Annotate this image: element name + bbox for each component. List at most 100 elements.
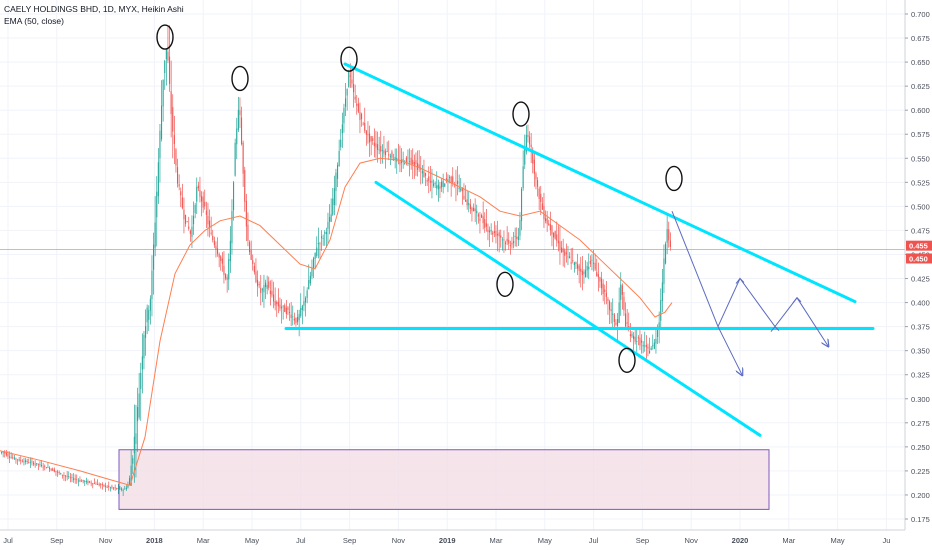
candle-body	[575, 262, 577, 265]
candle-body	[277, 301, 279, 307]
candle-body	[490, 229, 492, 232]
candle-body	[188, 226, 190, 229]
projection-arrowhead	[792, 297, 802, 304]
circles-layer	[156, 24, 683, 373]
candle-body	[324, 232, 326, 234]
candle-body	[485, 223, 487, 227]
candle-body	[68, 476, 70, 477]
candle-body	[597, 274, 599, 278]
x-tick-label: Ju	[882, 536, 890, 545]
candle-body	[92, 483, 94, 485]
candle-body	[508, 239, 510, 244]
candle-body	[293, 318, 295, 321]
candle-body	[434, 183, 436, 184]
y-tick-label: 0.525	[911, 178, 930, 187]
candle-body	[154, 222, 156, 248]
candle-body	[559, 241, 561, 250]
candle-body	[505, 242, 507, 244]
candle-body	[252, 260, 254, 265]
candle-body	[149, 298, 151, 311]
candle-body	[361, 113, 363, 120]
candle-body	[362, 123, 364, 125]
candle-body	[410, 157, 412, 164]
candle-body	[652, 345, 654, 347]
candle-body	[668, 229, 670, 241]
candle-body	[561, 247, 563, 252]
candle-body	[212, 235, 214, 240]
ema-line	[0, 157, 673, 486]
candle-body	[281, 306, 283, 309]
candle-body	[237, 109, 239, 130]
candle-body	[271, 290, 273, 296]
candle-body	[61, 474, 63, 476]
candle-body	[105, 485, 107, 487]
candle-body	[170, 91, 172, 115]
candle-body	[610, 309, 612, 312]
candle-body	[535, 173, 537, 180]
candle-body	[629, 334, 631, 337]
candle-body	[141, 356, 143, 370]
candle-body	[89, 481, 91, 483]
candle-body	[308, 279, 310, 290]
candle-body	[164, 60, 166, 74]
candle-body	[263, 285, 265, 293]
candle-body	[433, 183, 435, 186]
candle-body	[87, 481, 89, 483]
y-tick-label: 0.175	[911, 515, 930, 524]
candle-body	[425, 173, 427, 176]
candle-body	[20, 460, 22, 461]
candle-body	[197, 185, 199, 189]
candle-body	[321, 236, 323, 239]
candle-body	[497, 234, 499, 236]
candle-body	[173, 135, 175, 145]
projection-layer	[671, 211, 828, 375]
candle-body	[298, 314, 300, 321]
candle-body	[90, 482, 92, 484]
candle-body	[404, 163, 406, 165]
x-tick-label: Sep	[636, 536, 649, 545]
candle-body	[260, 287, 262, 294]
candle-body	[207, 215, 209, 225]
candle-body	[217, 248, 219, 254]
candle-body	[146, 307, 148, 323]
x-tick-label: 2020	[732, 536, 749, 545]
candle-body	[239, 110, 241, 116]
candle-body	[613, 314, 615, 323]
candle-body	[314, 252, 316, 259]
price-label-text: 0.450	[909, 254, 928, 263]
candle-body	[359, 112, 361, 120]
candle-body	[457, 180, 459, 185]
candle-body	[193, 215, 195, 225]
candle-body	[532, 149, 534, 164]
candle-body	[492, 232, 494, 235]
y-tick-label: 0.625	[911, 82, 930, 91]
candle-body	[436, 185, 438, 189]
candle-body	[236, 128, 238, 145]
candle-body	[257, 279, 259, 287]
candle-body	[609, 301, 611, 310]
candle-body	[253, 266, 255, 273]
candle-body	[669, 240, 671, 248]
candle-body	[265, 282, 267, 287]
candle-body	[441, 181, 443, 188]
candle-body	[357, 103, 359, 112]
candle-body	[36, 463, 38, 465]
y-tick-label: 0.575	[911, 130, 930, 139]
x-tick-label: May	[245, 536, 259, 545]
candle-body	[121, 488, 123, 491]
candle-body	[284, 305, 286, 312]
x-axis: Jul Sep Nov 2018 Mar May Jul Sep Nov 2019 Mar May Ju…	[0, 529, 905, 545]
candle-body	[74, 478, 76, 480]
candle-body	[660, 300, 662, 321]
candle-body	[4, 451, 6, 454]
candle-body	[289, 312, 291, 314]
candle-body	[585, 270, 587, 277]
candle-body	[287, 307, 289, 310]
candle-body	[25, 460, 27, 462]
candle-body	[449, 176, 451, 178]
candle-body	[345, 98, 347, 107]
candle-body	[108, 485, 110, 487]
candle-body	[537, 179, 539, 187]
y-tick-label: 0.500	[911, 202, 930, 211]
